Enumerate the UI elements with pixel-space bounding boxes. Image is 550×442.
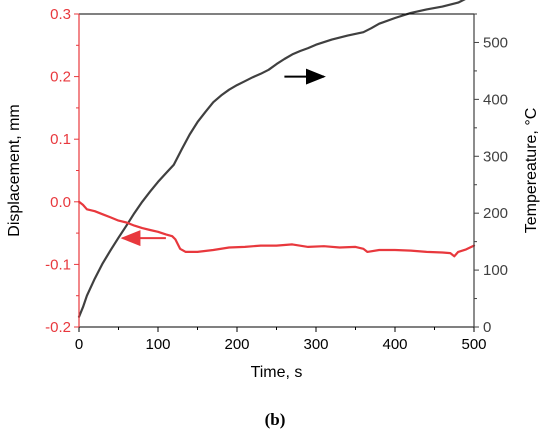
left-y-tick-label: -0.2 <box>45 319 71 336</box>
right-y-tick-label: 500 <box>483 34 508 51</box>
right-y-tick-label: 300 <box>483 148 508 165</box>
x-axis-label: Time, s <box>251 364 303 381</box>
x-tick-label: 100 <box>145 336 170 353</box>
x-tick-label: 300 <box>303 336 328 353</box>
right-y-tick-label: 400 <box>483 91 508 108</box>
right-y-tick-label: 0 <box>483 319 491 336</box>
displacement-series-line <box>77 200 476 258</box>
x-tick-label: 0 <box>75 336 83 353</box>
left-y-tick-label: 0.3 <box>50 6 71 23</box>
x-tick-label: 200 <box>224 336 249 353</box>
left-y-axis-label: Displacement, mm <box>6 104 23 236</box>
right-y-tick-label: 200 <box>483 205 508 222</box>
left-y-tick-label: 0.2 <box>50 69 71 86</box>
left-y-tick-label: 0.0 <box>50 194 71 211</box>
left-y-tick-label: 0.1 <box>50 131 71 148</box>
right-y-axis-label: Tempereature, °C <box>523 108 540 234</box>
left-y-tick-label: -0.1 <box>45 256 71 273</box>
temperature-series-line <box>77 0 466 318</box>
x-tick-label: 500 <box>461 336 486 353</box>
right-y-tick-label: 100 <box>483 262 508 279</box>
figure-caption: (b) <box>264 410 286 429</box>
x-tick-label: 400 <box>382 336 407 353</box>
